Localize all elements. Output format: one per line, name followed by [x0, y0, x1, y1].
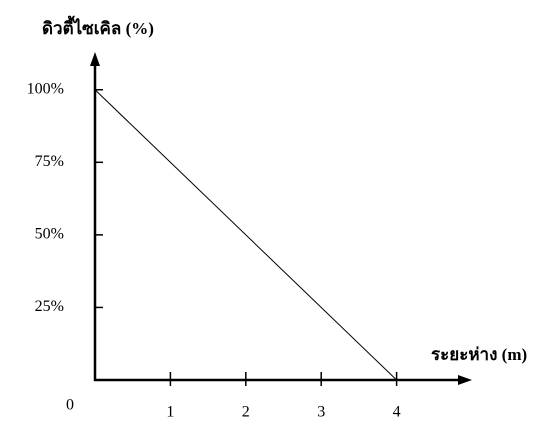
x-tick-label: 2	[242, 404, 250, 421]
y-tick-label: 75%	[35, 153, 64, 170]
y-tick-label: 100%	[27, 80, 64, 97]
x-tick-label: 4	[393, 404, 401, 421]
y-axis-arrow	[90, 52, 100, 66]
line	[95, 90, 397, 380]
x-tick-label: 1	[166, 404, 174, 421]
y-axis-label: ดิวตี้ไซเคิล (%)	[42, 15, 154, 38]
x-tick-label: 0	[66, 397, 74, 414]
x-tick-label: 3	[317, 404, 325, 421]
x-axis-arrow	[458, 375, 472, 385]
y-tick-label: 25%	[35, 298, 64, 315]
y-tick-label: 50%	[35, 226, 64, 243]
x-axis-label: ระยะห่าง (m)	[431, 345, 527, 364]
chart: ดิวตี้ไซเคิล (%) ระยะห่าง (m) 25% 50% 75% 1…	[0, 0, 549, 428]
